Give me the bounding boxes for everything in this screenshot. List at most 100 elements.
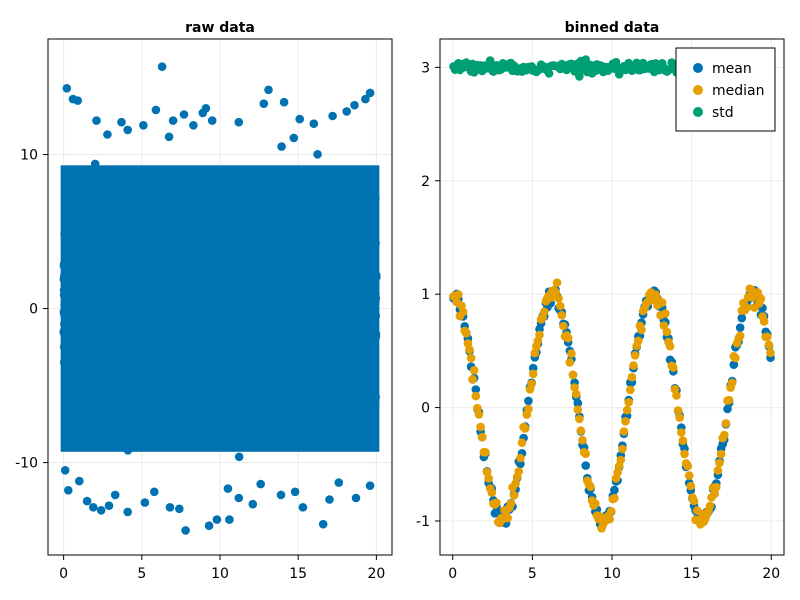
std-point xyxy=(575,72,584,81)
raw-data-point xyxy=(139,121,148,130)
std-point xyxy=(581,55,590,64)
median-point xyxy=(454,290,463,299)
raw-data-point xyxy=(104,501,114,511)
raw-data-point xyxy=(309,119,319,128)
median-point xyxy=(471,391,481,401)
median-point xyxy=(689,496,699,506)
y-tick-label: 3 xyxy=(421,60,430,76)
median-point xyxy=(637,325,646,335)
raw-data-point xyxy=(342,107,352,116)
raw-data-point xyxy=(75,476,84,486)
raw-data-point xyxy=(123,507,132,517)
median-point xyxy=(616,455,626,465)
y-tick-label: -10 xyxy=(15,456,38,472)
median-point xyxy=(675,413,684,422)
binned-data-title: binned data xyxy=(565,20,660,36)
median-point xyxy=(677,428,686,437)
x-tick-label: 20 xyxy=(367,566,385,582)
mean-point xyxy=(516,459,525,469)
median-point xyxy=(657,298,667,307)
raw-data-point xyxy=(103,130,112,139)
x-tick-label: 0 xyxy=(448,566,457,582)
mean-point xyxy=(610,485,619,495)
median-point xyxy=(573,405,583,415)
raw-data-point xyxy=(82,496,92,506)
raw-data-point xyxy=(181,526,190,535)
median-point xyxy=(715,458,724,468)
median-point xyxy=(591,499,600,508)
median-point xyxy=(621,417,630,426)
raw-data-point xyxy=(62,84,72,93)
raw-data-dense-band xyxy=(60,165,380,452)
median-point xyxy=(705,501,715,511)
raw-data-point xyxy=(313,150,322,159)
median-point xyxy=(552,278,562,288)
median-point xyxy=(511,479,520,488)
raw-data-point xyxy=(168,116,178,125)
median-point xyxy=(477,432,487,442)
median-point xyxy=(624,397,633,407)
x-tick-label: 15 xyxy=(683,566,701,582)
median-point xyxy=(680,449,689,459)
median-point xyxy=(559,321,568,331)
median-point xyxy=(618,444,627,454)
x-tick-label: 10 xyxy=(211,566,229,582)
median-point xyxy=(731,353,740,363)
y-tick-label: 0 xyxy=(29,302,38,318)
median-point xyxy=(517,438,527,448)
median-point xyxy=(673,406,683,415)
raw-data-point xyxy=(264,85,273,95)
mean-point xyxy=(471,385,481,394)
raw-data-point xyxy=(234,493,244,503)
chart-legend: mean median std xyxy=(675,47,776,132)
median-point xyxy=(563,333,573,343)
raw-data-point xyxy=(350,100,359,110)
raw-data-point xyxy=(96,506,106,515)
std-point xyxy=(632,58,641,68)
legend-label-std: std xyxy=(712,105,734,121)
median-point xyxy=(466,353,476,363)
median-point xyxy=(710,489,719,499)
x-tick-label: 5 xyxy=(528,566,537,582)
median-point xyxy=(683,461,692,471)
median-point xyxy=(606,507,616,516)
median-point xyxy=(764,340,774,350)
median-point xyxy=(540,307,549,317)
median-point xyxy=(586,482,595,492)
raw-data-point xyxy=(175,504,184,514)
raw-data-point xyxy=(201,104,211,113)
median-point xyxy=(605,514,614,524)
raw-data-point xyxy=(298,503,308,512)
raw-data-point xyxy=(259,99,269,108)
x-tick-label: 10 xyxy=(603,566,621,582)
median-point xyxy=(555,301,565,311)
binned-data-x-ticks: 0 5 10 15 20 xyxy=(448,555,780,582)
raw-data-point xyxy=(318,519,328,529)
median-point xyxy=(735,331,745,341)
median-point xyxy=(535,330,544,340)
median-point xyxy=(678,436,688,446)
x-tick-label: 0 xyxy=(59,566,68,582)
y-tick-label: 10 xyxy=(20,148,38,164)
median-point xyxy=(484,474,493,483)
raw-data-point xyxy=(328,111,337,121)
raw-data-points xyxy=(59,62,381,535)
x-tick-label: 20 xyxy=(762,566,780,582)
raw-data-point xyxy=(223,484,233,493)
raw-data-point xyxy=(110,490,120,500)
median-point xyxy=(721,419,731,428)
binned-data-y-ticks: -1 0 1 2 3 xyxy=(416,60,440,530)
raw-data-point xyxy=(276,490,286,500)
raw-data-point xyxy=(256,479,266,489)
median-point xyxy=(742,303,751,312)
x-tick-label: 15 xyxy=(289,566,307,582)
legend-label-mean: mean xyxy=(712,61,752,77)
raw-data-point xyxy=(60,466,70,475)
raw-data-point xyxy=(295,114,305,124)
median-point xyxy=(509,491,519,500)
raw-data-point xyxy=(225,515,234,524)
median-point xyxy=(487,488,497,497)
median-point xyxy=(720,430,729,440)
y-tick-label: 1 xyxy=(421,287,430,303)
